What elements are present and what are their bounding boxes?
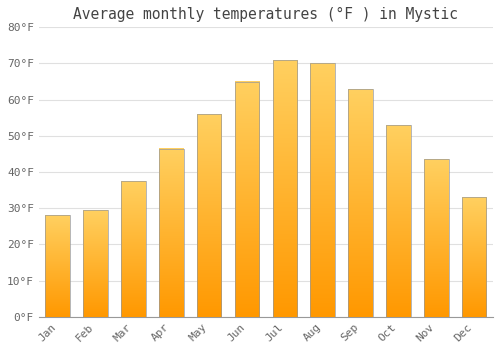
Bar <box>310 63 335 317</box>
Bar <box>462 197 486 317</box>
Bar <box>159 148 184 317</box>
Bar <box>386 125 410 317</box>
Bar <box>46 216 70 317</box>
Bar <box>121 181 146 317</box>
Bar <box>234 82 260 317</box>
Bar <box>197 114 222 317</box>
Title: Average monthly temperatures (°F ) in Mystic: Average monthly temperatures (°F ) in My… <box>74 7 458 22</box>
Bar <box>424 159 448 317</box>
Bar <box>272 60 297 317</box>
Bar <box>84 210 108 317</box>
Bar <box>348 89 373 317</box>
